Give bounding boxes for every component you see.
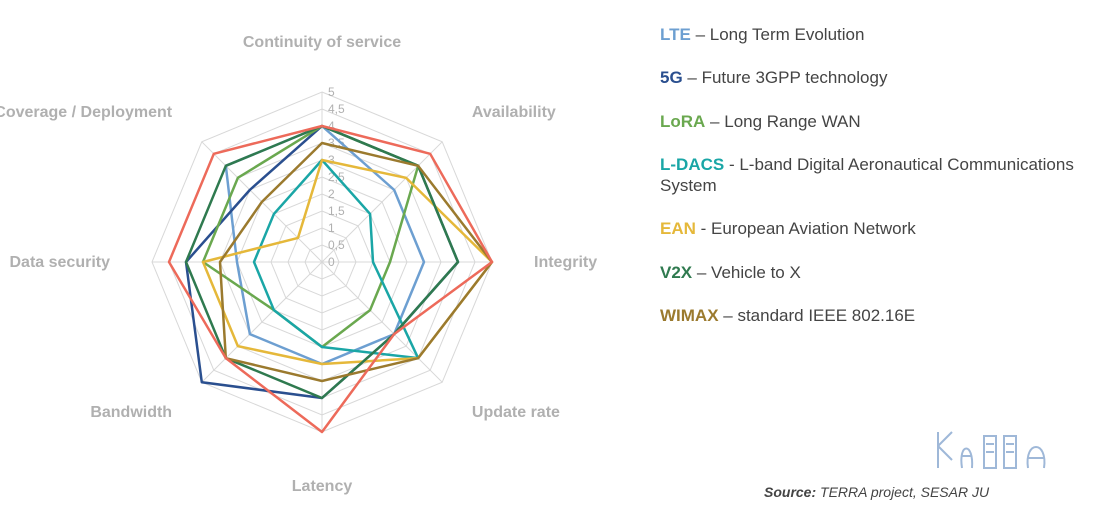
axis-label: Update rate	[472, 404, 560, 421]
source-label: Source:	[764, 484, 816, 500]
legend-key: EAN	[660, 219, 696, 238]
legend-desc: Future 3GPP technology	[702, 68, 888, 87]
legend-sep: –	[692, 263, 711, 282]
tick-label: 1,5	[328, 204, 345, 218]
legend-key: LoRA	[660, 112, 705, 131]
legend-desc: Long Term Evolution	[710, 25, 865, 44]
tick-label: 4,5	[328, 102, 345, 116]
legend-sep: -	[696, 219, 711, 238]
legend-item: WIMAX – standard IEEE 802.16E	[660, 305, 1080, 326]
source-citation: Source: TERRA project, SESAR JU	[764, 484, 989, 500]
terra-logo	[930, 428, 1070, 474]
tick-label: 5	[328, 85, 335, 99]
axis-label: Latency	[292, 478, 353, 495]
legend-sep: –	[691, 25, 710, 44]
tick-label: 3	[328, 153, 335, 167]
legend-sep: –	[705, 112, 724, 131]
legend-key: L-DACS	[660, 155, 724, 174]
legend-item: 5G – Future 3GPP technology	[660, 67, 1080, 88]
legend-sep: –	[719, 306, 738, 325]
legend-key: 5G	[660, 68, 683, 87]
legend-item: EAN - European Aviation Network	[660, 218, 1080, 239]
axis-label: Continuity of service	[243, 34, 401, 51]
tick-label: 0	[328, 255, 335, 269]
legend: LTE – Long Term Evolution 5G – Future 3GP…	[660, 24, 1080, 348]
source-text: TERRA project, SESAR JU	[820, 484, 989, 500]
legend-item: L-DACS - L-band Digital Aeronautical Com…	[660, 154, 1080, 197]
axis-label: Integrity	[534, 254, 597, 271]
legend-item: LTE – Long Term Evolution	[660, 24, 1080, 45]
axis-label: Data security	[10, 254, 111, 271]
legend-item: LoRA – Long Range WAN	[660, 111, 1080, 132]
legend-key: WIMAX	[660, 306, 719, 325]
legend-desc: Vehicle to X	[711, 263, 801, 282]
radar-chart: 00,511,522,533,544,55Continuity of servi…	[0, 0, 640, 524]
axis-label: Coverage / Deployment	[0, 104, 173, 121]
legend-desc: Long Range WAN	[724, 112, 860, 131]
legend-desc: European Aviation Network	[711, 219, 916, 238]
legend-key: V2X	[660, 263, 692, 282]
legend-sep: -	[724, 155, 739, 174]
legend-key: LTE	[660, 25, 691, 44]
legend-item: V2X – Vehicle to X	[660, 262, 1080, 283]
tick-label: 2	[328, 187, 335, 201]
tick-label: 1	[328, 221, 335, 235]
tick-label: 0,5	[328, 238, 345, 252]
axis-label: Availability	[472, 104, 556, 121]
axis-label: Bandwidth	[90, 404, 172, 421]
legend-desc: standard IEEE 802.16E	[737, 306, 915, 325]
legend-sep: –	[683, 68, 702, 87]
